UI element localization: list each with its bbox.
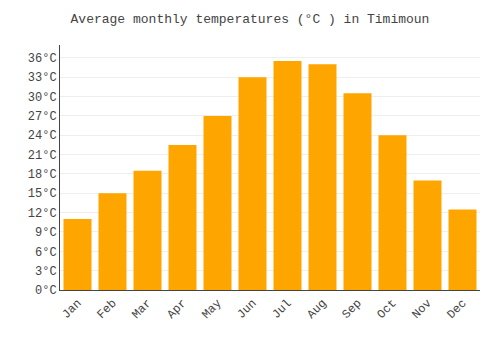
svg-text:3°C: 3°C: [35, 265, 57, 279]
svg-text:Oct: Oct: [374, 297, 399, 322]
svg-text:Dec: Dec: [444, 297, 469, 322]
svg-text:0°C: 0°C: [35, 284, 57, 298]
svg-text:Average monthly temperatures (: Average monthly temperatures (°C ) in Ti…: [71, 12, 430, 27]
svg-text:Jul: Jul: [269, 297, 294, 322]
svg-text:18°C: 18°C: [28, 168, 57, 182]
svg-text:24°C: 24°C: [28, 129, 57, 143]
svg-text:Jan: Jan: [59, 297, 84, 322]
svg-text:May: May: [199, 297, 224, 322]
svg-text:9°C: 9°C: [35, 226, 57, 240]
svg-text:Sep: Sep: [339, 297, 364, 322]
svg-text:Jun: Jun: [234, 297, 259, 322]
svg-text:Apr: Apr: [164, 297, 189, 322]
svg-text:33°C: 33°C: [28, 71, 57, 85]
svg-text:6°C: 6°C: [35, 246, 57, 260]
svg-text:27°C: 27°C: [28, 110, 57, 124]
svg-text:12°C: 12°C: [28, 207, 57, 221]
svg-text:Feb: Feb: [94, 297, 119, 322]
svg-text:Mar: Mar: [129, 297, 154, 322]
svg-text:30°C: 30°C: [28, 91, 57, 105]
svg-text:36°C: 36°C: [28, 52, 57, 66]
svg-text:21°C: 21°C: [28, 149, 57, 163]
svg-text:Nov: Nov: [409, 297, 434, 322]
svg-text:15°C: 15°C: [28, 187, 57, 201]
svg-text:Aug: Aug: [304, 297, 329, 322]
